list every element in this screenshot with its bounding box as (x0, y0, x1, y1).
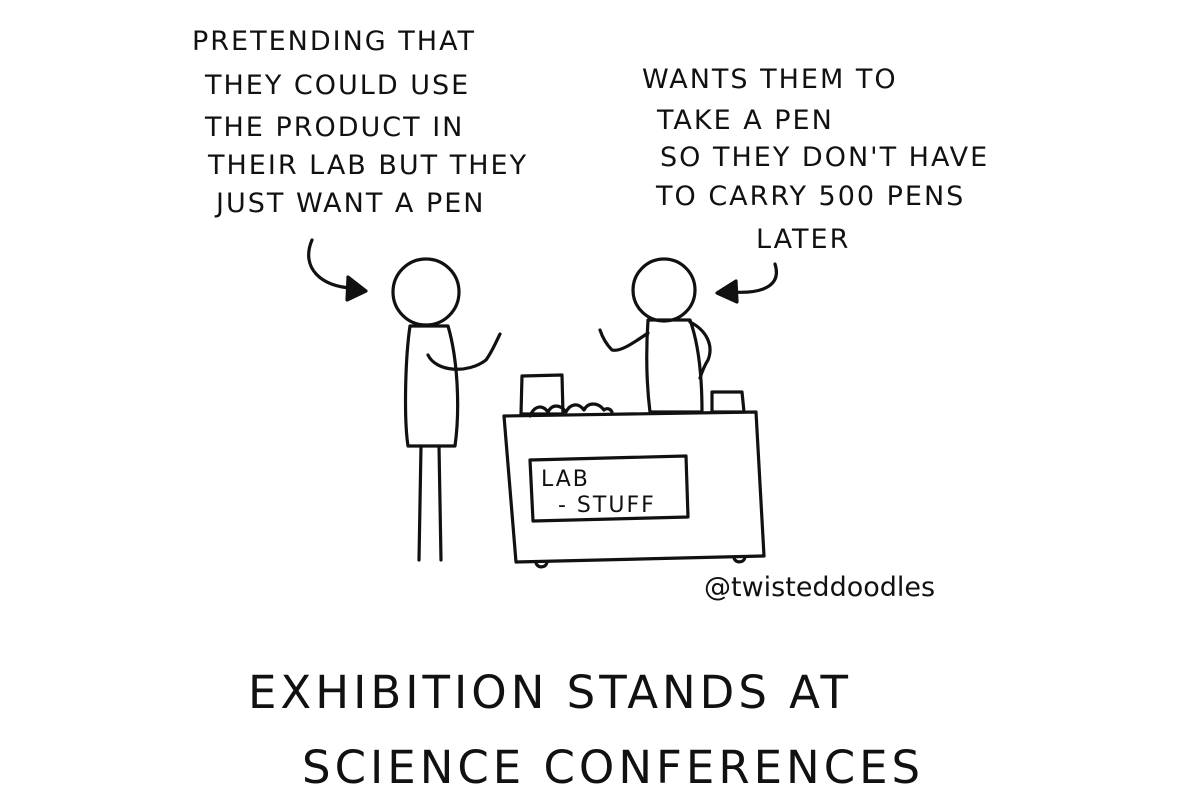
booth-sign-line-2: - STUFF (558, 493, 656, 518)
exhibitor-head (631, 257, 697, 323)
exhibitor-body (645, 318, 704, 414)
booth-sign-board (528, 454, 690, 523)
visitor-caption-line-4: their lab but they (208, 150, 529, 181)
booth-sign-line-1: LAB (541, 467, 590, 492)
visitor-caption-line-5: just want a pen (216, 188, 486, 219)
arrow-to-visitor-icon (307, 238, 368, 302)
comic-title-line-1: Exhibition stands at (248, 666, 852, 719)
booth-foot-right (732, 555, 747, 564)
exhibitor-caption-line-3: so they don't have (660, 142, 990, 173)
exhibitor-caption-line-2: take a pen (657, 105, 834, 136)
visitor-leg-left (417, 444, 423, 562)
exhibitor-figure (598, 257, 712, 414)
exhibitor-arm-left (598, 328, 650, 352)
visitor-body (403, 324, 460, 448)
booth-cup (710, 390, 746, 414)
exhibition-booth (502, 373, 766, 569)
visitor-head (391, 257, 461, 327)
arrow-to-exhibitor-icon (715, 262, 778, 304)
exhibitor-arm-right (688, 320, 712, 380)
visitor-caption-line-1: Pretending that (192, 26, 476, 57)
visitor-leg-right (437, 444, 443, 562)
visitor-arm (426, 332, 502, 371)
visitor-figure (391, 257, 502, 562)
booth-foot-left (534, 560, 549, 569)
exhibitor-caption-line-1: Wants them to (642, 64, 898, 95)
booth-counter (502, 410, 766, 564)
visitor-caption-line-3: the product in (205, 112, 465, 143)
exhibitor-caption-line-4: to carry 500 pens (656, 181, 966, 212)
artist-signature: @twisteddoodles (704, 572, 936, 603)
booth-pen-pile (528, 402, 614, 418)
visitor-caption-line-2: they could use (205, 70, 471, 101)
exhibitor-caption-line-5: later (756, 224, 851, 255)
comic-title-line-2: science conferences (302, 741, 925, 794)
